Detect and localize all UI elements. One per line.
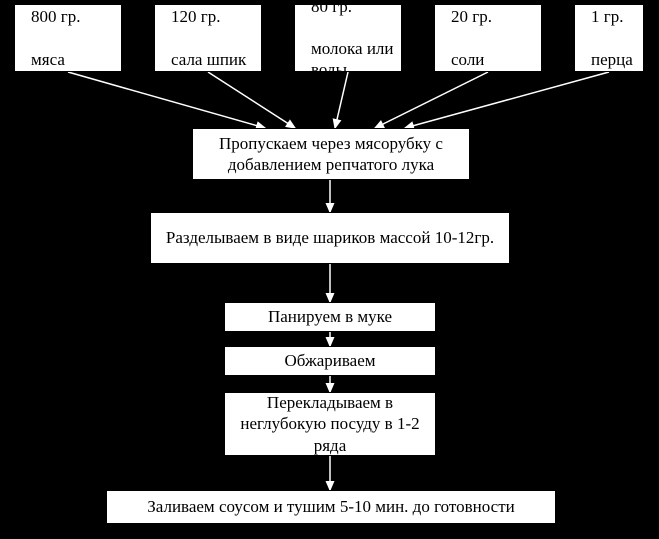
ingredient-line2: соли <box>451 49 535 70</box>
ingredient-box-ing1: 800 гр. мяса <box>14 4 122 72</box>
flowchart-canvas <box>0 0 659 539</box>
step-box-step1: Пропускаем через мясорубку с добавлением… <box>192 128 470 180</box>
step-box-step2: Разделываем в виде шариков массой 10-12г… <box>150 212 510 264</box>
ingredient-line2: перца <box>591 49 637 70</box>
ingredient-line1: 20 гр. <box>451 6 535 27</box>
step-box-step6: Заливаем соусом и тушим 5-10 мин. до гот… <box>106 490 556 524</box>
ingredient-box-ing5: 1 гр. перца <box>574 4 644 72</box>
step-text: Панируем в муке <box>231 306 429 327</box>
step-box-step4: Обжариваем <box>224 346 436 376</box>
ingredient-line2: сала шпик <box>171 49 255 70</box>
ingredient-line1: 120 гр. <box>171 6 255 27</box>
step-text: Заливаем соусом и тушим 5-10 мин. до гот… <box>113 496 549 517</box>
step-box-step3: Панируем в муке <box>224 302 436 332</box>
ingredient-line1: 1 гр. <box>591 6 637 27</box>
step-text: Пропускаем через мясорубку с добавлением… <box>199 133 463 176</box>
step-text: Перекладываем в неглубокую посуду в 1-2 … <box>231 392 429 456</box>
ingredient-line2: мяса <box>31 49 115 70</box>
ingredient-box-ing2: 120 гр. сала шпик <box>154 4 262 72</box>
step-text: Разделываем в виде шариков массой 10-12г… <box>157 227 503 248</box>
step-box-step5: Перекладываем в неглубокую посуду в 1-2 … <box>224 392 436 456</box>
ingredient-line1: 80 гр. <box>311 0 395 17</box>
ingredient-line1: 800 гр. <box>31 6 115 27</box>
ingredient-box-ing4: 20 гр. соли <box>434 4 542 72</box>
step-text: Обжариваем <box>231 350 429 371</box>
ingredient-line2: молока или воды <box>311 38 395 81</box>
ingredient-box-ing3: 80 гр.молока или воды <box>294 4 402 72</box>
